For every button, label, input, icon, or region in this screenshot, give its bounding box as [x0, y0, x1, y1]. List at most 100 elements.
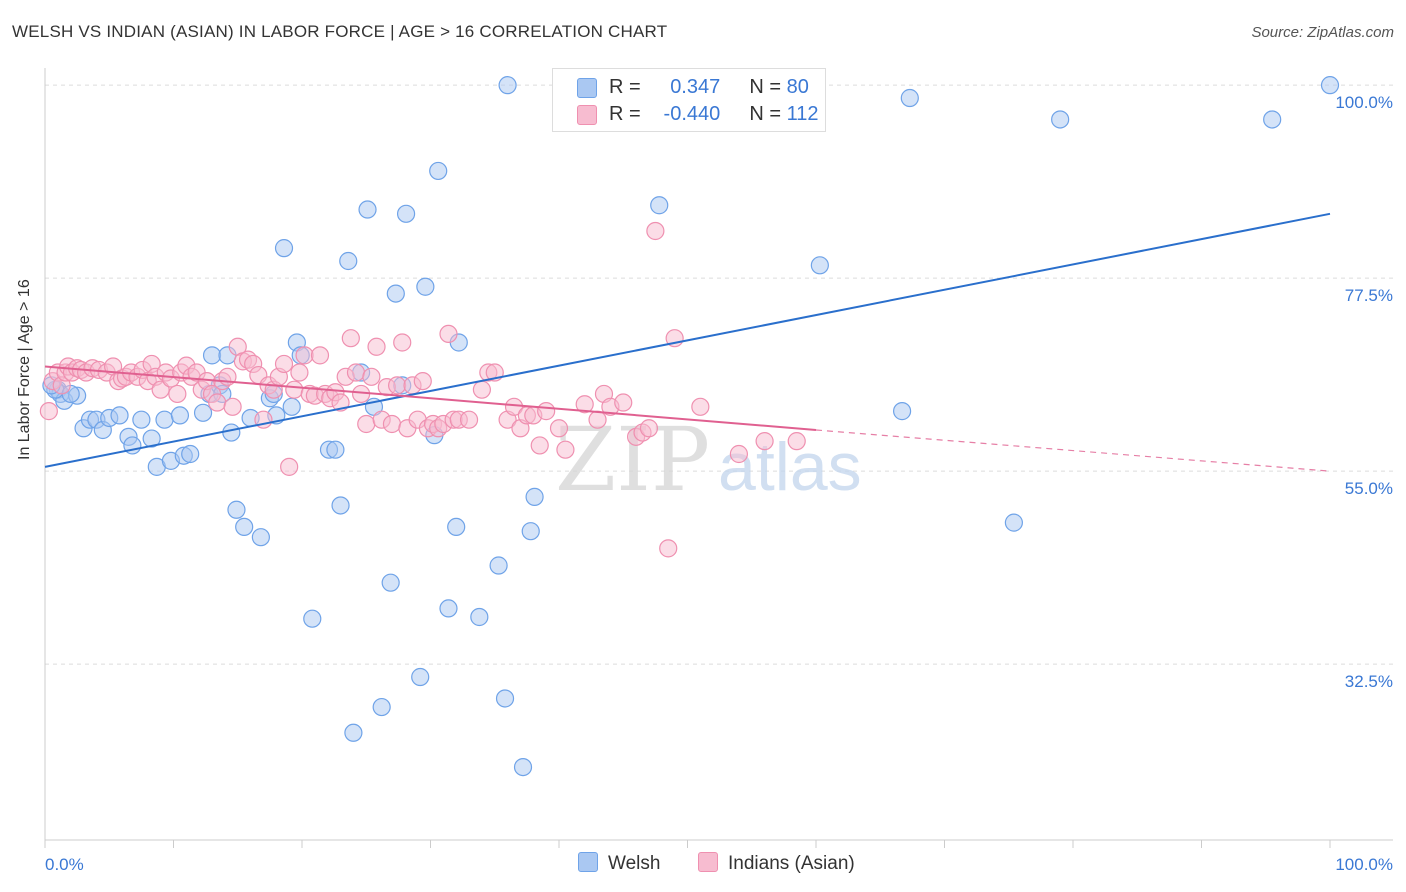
point-welsh-47 [372, 697, 391, 717]
point-indian-61 [346, 363, 366, 382]
correlation-legend: R = 0.347 N = 80 R = -0.440 N = 112 [552, 68, 826, 132]
point-welsh-55 [429, 161, 448, 181]
point-welsh-28 [235, 517, 254, 537]
point-welsh-43 [344, 723, 363, 742]
point-indian-106 [691, 397, 710, 416]
chart-title: WELSH VS INDIAN (ASIAN) IN LABOR FORCE |… [12, 22, 668, 41]
point-indian-91 [530, 436, 549, 455]
point-indian-68 [382, 414, 402, 434]
point-indian-54 [310, 346, 330, 365]
point-indian-65 [367, 337, 386, 356]
point-welsh-62 [498, 76, 517, 95]
point-welsh-12 [132, 410, 151, 429]
point-welsh-30 [251, 528, 270, 547]
point-welsh-17 [170, 406, 190, 425]
point-welsh-27 [227, 500, 246, 519]
bottom-legend-swatch-indian [698, 852, 718, 872]
watermark-zip: ZIP [555, 408, 710, 511]
point-welsh-38 [303, 609, 322, 628]
point-indian-82 [459, 410, 479, 429]
point-indian-47 [274, 354, 294, 374]
point-indian-79 [439, 324, 458, 344]
gridlines [45, 84, 1394, 665]
point-indian-48 [280, 457, 299, 476]
point-welsh-41 [331, 496, 350, 515]
trend-line-indian [44, 365, 817, 431]
point-indian-74 [413, 371, 432, 391]
point-welsh-22 [202, 346, 222, 365]
point-welsh-75 [1263, 110, 1282, 129]
point-indian-107 [729, 444, 749, 464]
point-welsh-61 [495, 689, 515, 708]
legend-r-indian: -0.440 [663, 103, 721, 125]
point-welsh-71 [892, 402, 912, 421]
point-indian-64 [362, 367, 381, 386]
point-indian-60 [341, 329, 360, 348]
point-welsh-48 [381, 573, 400, 592]
legend-n-indian: 112 [786, 103, 819, 125]
legend-r-label: R = [609, 76, 641, 98]
point-indian-99 [614, 393, 633, 412]
point-welsh-68 [650, 196, 669, 215]
point-indian-26 [168, 384, 187, 404]
point-indian-37 [223, 397, 242, 416]
series-welsh-points [42, 76, 1340, 777]
bottom-legend-label-indian: Indians (Asian) [728, 853, 855, 874]
legend-swatch-welsh [577, 78, 597, 98]
point-welsh-52 [411, 667, 430, 687]
point-welsh-73 [1004, 513, 1023, 532]
point-welsh-13 [142, 429, 161, 448]
legend-n-welsh: 80 [786, 76, 809, 98]
point-welsh-57 [447, 517, 466, 537]
point-indian-109 [787, 432, 806, 451]
point-welsh-63 [513, 757, 533, 777]
axes [44, 68, 1393, 848]
point-welsh-45 [358, 200, 377, 219]
point-welsh-70 [810, 256, 829, 275]
bottom-legend-label-welsh: Welsh [608, 853, 661, 874]
point-welsh-53 [416, 277, 435, 296]
point-welsh-60 [489, 556, 508, 575]
point-indian-104 [659, 539, 678, 558]
point-indian-93 [549, 419, 569, 438]
point-welsh-19 [181, 444, 200, 464]
legend-r-welsh: 0.347 [670, 76, 721, 98]
bottom-legend-swatch-welsh [578, 852, 598, 872]
legend-n-label: N = [749, 103, 782, 125]
point-welsh-76 [1320, 76, 1340, 95]
point-indian-34 [208, 393, 227, 412]
bottom-legend-indian: Indians (Asian) [698, 852, 855, 875]
point-welsh-26 [222, 423, 241, 442]
x-tick-label-max: 100.0% [1335, 855, 1393, 874]
x-tick-label-min: 0.0% [45, 855, 84, 874]
point-indian-96 [588, 410, 607, 429]
legend-n-label: N = [749, 76, 782, 98]
point-indian-69 [387, 376, 407, 395]
legend-r-label: R = [609, 103, 641, 125]
y-tick-label-3: 100.0% [1335, 93, 1393, 112]
point-indian-63 [357, 414, 376, 434]
trend-line-indian-extension [815, 429, 1331, 472]
legend-swatch-indian [577, 105, 597, 125]
bottom-legend-welsh: Welsh [578, 852, 660, 875]
point-indian-51 [295, 346, 314, 365]
point-welsh-42 [339, 251, 358, 271]
point-indian-103 [646, 221, 665, 241]
point-indian-92 [537, 402, 556, 421]
point-indian-49 [285, 380, 304, 399]
point-indian-58 [331, 393, 350, 412]
point-welsh-20 [193, 403, 213, 422]
chart-source: Source: ZipAtlas.com [1251, 24, 1394, 41]
point-welsh-15 [155, 410, 174, 429]
point-welsh-35 [282, 397, 301, 416]
point-welsh-64 [521, 522, 540, 541]
trend-lines [44, 212, 1331, 472]
point-welsh-40 [326, 440, 345, 459]
y-tick-label-1: 55.0% [1345, 479, 1393, 498]
trend-line-welsh [44, 212, 1331, 468]
point-indian-108 [755, 432, 774, 451]
point-indian-95 [575, 395, 594, 414]
point-indian-94 [556, 440, 575, 459]
point-welsh-9 [110, 406, 129, 425]
